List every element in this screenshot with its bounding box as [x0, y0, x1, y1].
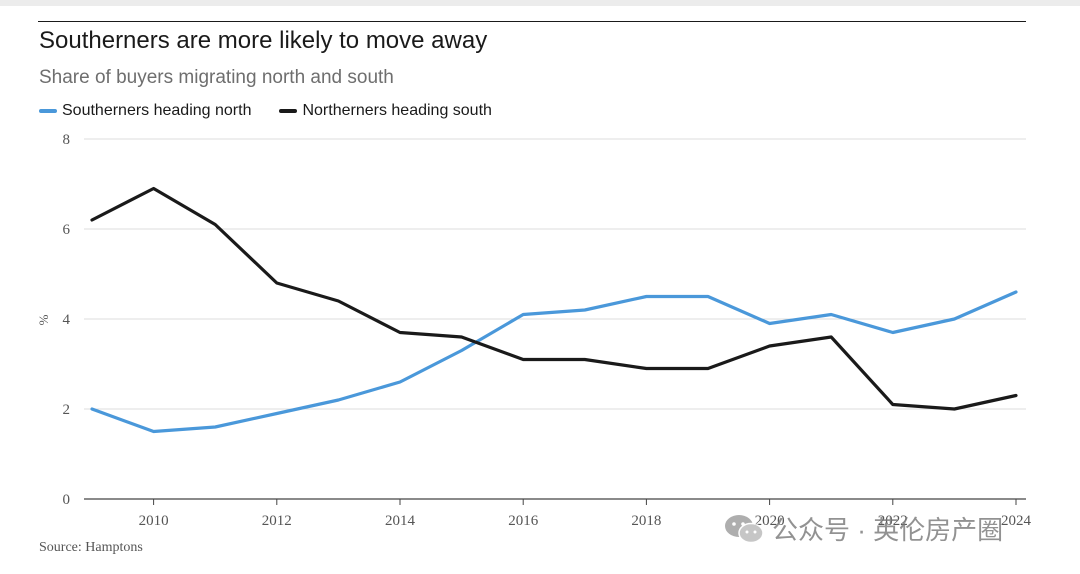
header-rule	[38, 21, 1026, 22]
legend: Southerners heading north Northerners he…	[39, 102, 520, 120]
legend-label-south: Northerners heading south	[302, 102, 492, 119]
legend-swatch-north	[39, 109, 57, 113]
y-tick-label: 8	[63, 132, 71, 148]
watermark-text: 公众号 · 英伦房产圈	[772, 515, 1004, 545]
x-tick-label: 2012	[262, 513, 292, 529]
source-note: Source: Hamptons	[39, 540, 143, 555]
y-tick-label: 2	[63, 402, 71, 418]
legend-label-north: Southerners heading north	[62, 102, 252, 119]
x-tick-label: 2022	[878, 513, 908, 529]
chart-title: Southerners are more likely to move away	[39, 27, 488, 54]
y-tick-label: 6	[63, 222, 71, 238]
y-axis-label: %	[36, 314, 51, 325]
legend-item-south: Northerners heading south	[279, 102, 492, 120]
series-line-south	[90, 186, 1018, 411]
x-tick-label: 2010	[139, 513, 169, 529]
x-tick-label: 2018	[631, 513, 661, 529]
wechat-icon	[725, 514, 764, 543]
top-strip	[0, 0, 1080, 6]
x-tick-label: 2016	[508, 513, 539, 529]
watermark: 公众号 · 英伦房产圈	[724, 510, 1003, 547]
x-tick-label: 2020	[755, 513, 785, 529]
legend-swatch-south	[279, 109, 298, 113]
chart-subtitle: Share of buyers migrating north and sout…	[39, 67, 394, 88]
x-tick-label: 2024	[1001, 513, 1032, 529]
legend-item-north: Southerners heading north	[39, 102, 251, 120]
series-line-north	[90, 290, 1018, 434]
y-tick-label: 0	[63, 492, 71, 508]
x-tick-label: 2014	[385, 513, 416, 529]
y-tick-label: 4	[63, 312, 71, 328]
